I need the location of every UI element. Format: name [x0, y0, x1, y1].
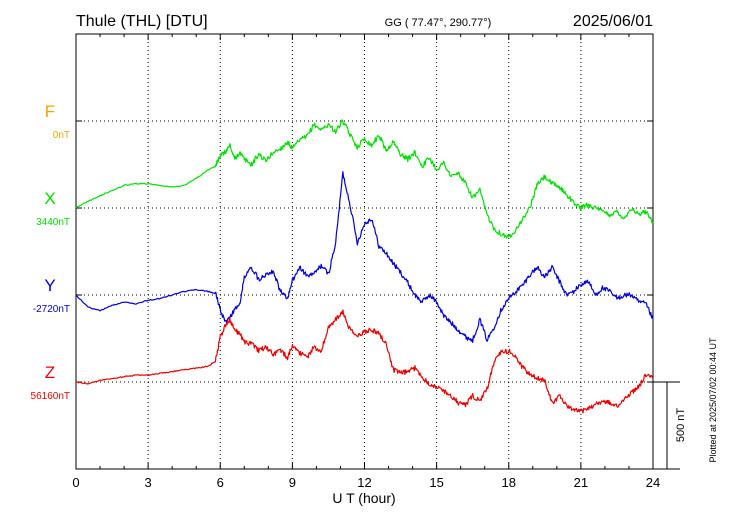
station-title: Thule (THL) [DTU] [76, 13, 208, 30]
axis-ticks [75, 34, 654, 469]
x-tick-label: 21 [574, 475, 588, 490]
plotted-timestamp: Plotted at 2025/07/02 00:44 UT [708, 337, 718, 463]
x-tick-label: 0 [72, 475, 79, 490]
x-tick-label: 6 [217, 475, 224, 490]
scale-bar: 500 nT [653, 381, 687, 470]
x-axis-label: U T (hour) [332, 490, 395, 506]
series-line-z [75, 309, 654, 414]
series-line-x [75, 119, 654, 239]
date-label: 2025/06/01 [573, 13, 653, 30]
series-lines [75, 119, 654, 414]
scale-bar-label: 500 nT [675, 408, 687, 443]
series-line-y [75, 171, 654, 343]
series-baseline-y: -2720nT [33, 304, 70, 315]
series-baseline-z: 56160nT [31, 391, 70, 402]
coordinates-label: GG ( 77.47°, 290.77°) [385, 17, 492, 29]
series-name-f: F [45, 102, 55, 121]
x-tick-label: 24 [646, 475, 660, 490]
x-tick-label: 18 [502, 475, 516, 490]
series-name-z: Z [45, 363, 55, 382]
x-tick-labels: 0 3 6 9 12 15 18 21 24 [72, 475, 660, 490]
series-name-x: X [44, 189, 55, 208]
series-baseline-x: 3440nT [36, 217, 70, 228]
x-tick-label: 9 [289, 475, 296, 490]
x-tick-label: 3 [145, 475, 152, 490]
series-baseline-f: 0nT [53, 130, 70, 141]
x-tick-label: 12 [357, 475, 371, 490]
series-name-y: Y [44, 276, 55, 295]
series-labels: F 0nT X 3440nT Y -2720nT Z 56160nT [31, 102, 70, 402]
x-tick-label: 15 [429, 475, 443, 490]
